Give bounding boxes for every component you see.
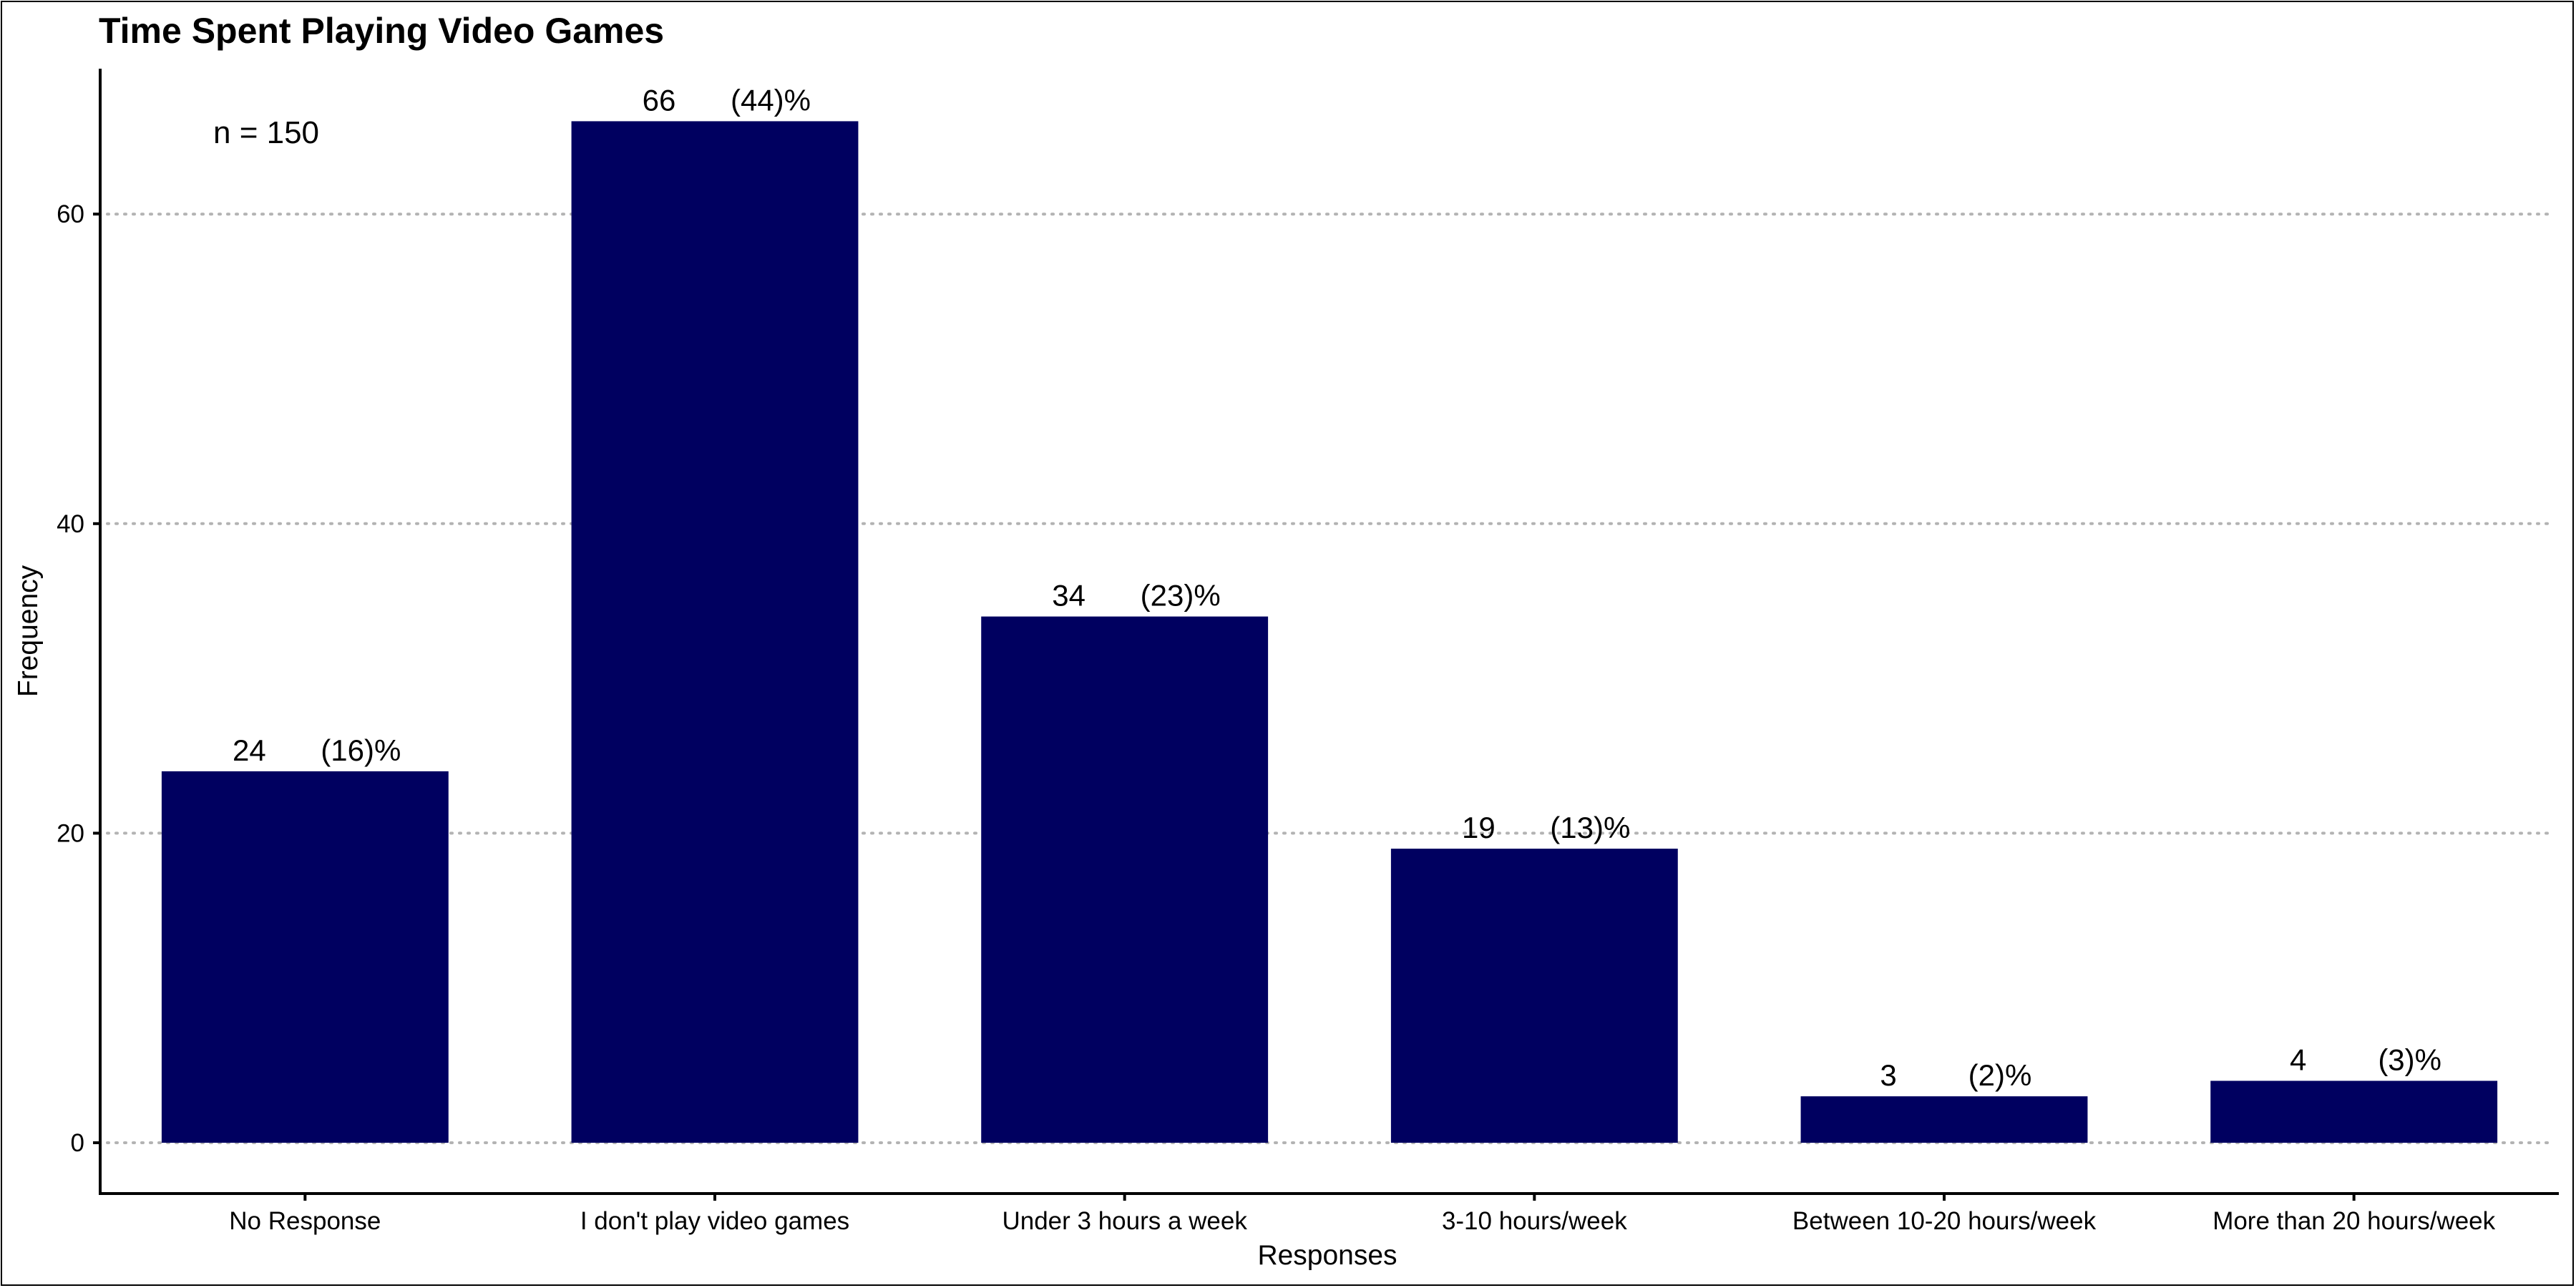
data-labels: 24 (16)% 66 (44)% 34 (23)% 19 (13)% 3 (2)% 4 (3)% [233, 83, 2441, 1092]
bar [1800, 1096, 2088, 1143]
bar-value-label: 4 [2290, 1043, 2306, 1076]
bar [1390, 849, 1678, 1143]
bar [2210, 1080, 2498, 1143]
y-tick-label: 20 [57, 819, 84, 847]
x-tick-label: Between 10-20 hours/week [1792, 1207, 2097, 1235]
bar-value-label: 34 [1052, 579, 1085, 613]
sample-size-annotation: n = 150 [213, 115, 319, 150]
gridlines [106, 213, 2556, 1144]
bar-percent-label: (44)% [731, 83, 811, 117]
bar-percent-label: (3)% [2378, 1043, 2441, 1076]
bar-value-label: 24 [233, 733, 266, 767]
bar-percent-label: (23)% [1141, 579, 1221, 613]
bar [981, 616, 1269, 1143]
bar-percent-label: (13)% [1550, 811, 1630, 844]
chart-title: Time Spent Playing Video Games [99, 11, 664, 51]
x-axis: No Response I don't play video games Under… [99, 1192, 2559, 1235]
bar-value-label: 3 [1880, 1058, 1896, 1092]
bar-value-label: 19 [1462, 811, 1496, 844]
x-tick-label: Under 3 hours a week [1002, 1207, 1247, 1235]
y-tick-label: 60 [57, 200, 84, 228]
x-tick-label: No Response [229, 1207, 381, 1235]
bar-value-label: 66 [643, 83, 676, 117]
x-axis-title: Responses [1257, 1240, 1397, 1271]
y-axis-title: Frequency [13, 565, 44, 697]
y-axis: 0 20 40 60 [57, 69, 102, 1194]
bar-percent-label: (2)% [1968, 1058, 2032, 1092]
x-tick-label: 3-10 hours/week [1442, 1207, 1627, 1235]
x-tick-label: I don't play video games [580, 1207, 849, 1235]
bar [571, 121, 859, 1143]
x-tick-label: More than 20 hours/week [2212, 1207, 2495, 1235]
y-tick-label: 0 [71, 1129, 84, 1157]
bar [161, 771, 449, 1143]
bars [161, 121, 2498, 1143]
bar-percent-label: (16)% [321, 733, 401, 767]
y-tick-label: 40 [57, 510, 84, 538]
